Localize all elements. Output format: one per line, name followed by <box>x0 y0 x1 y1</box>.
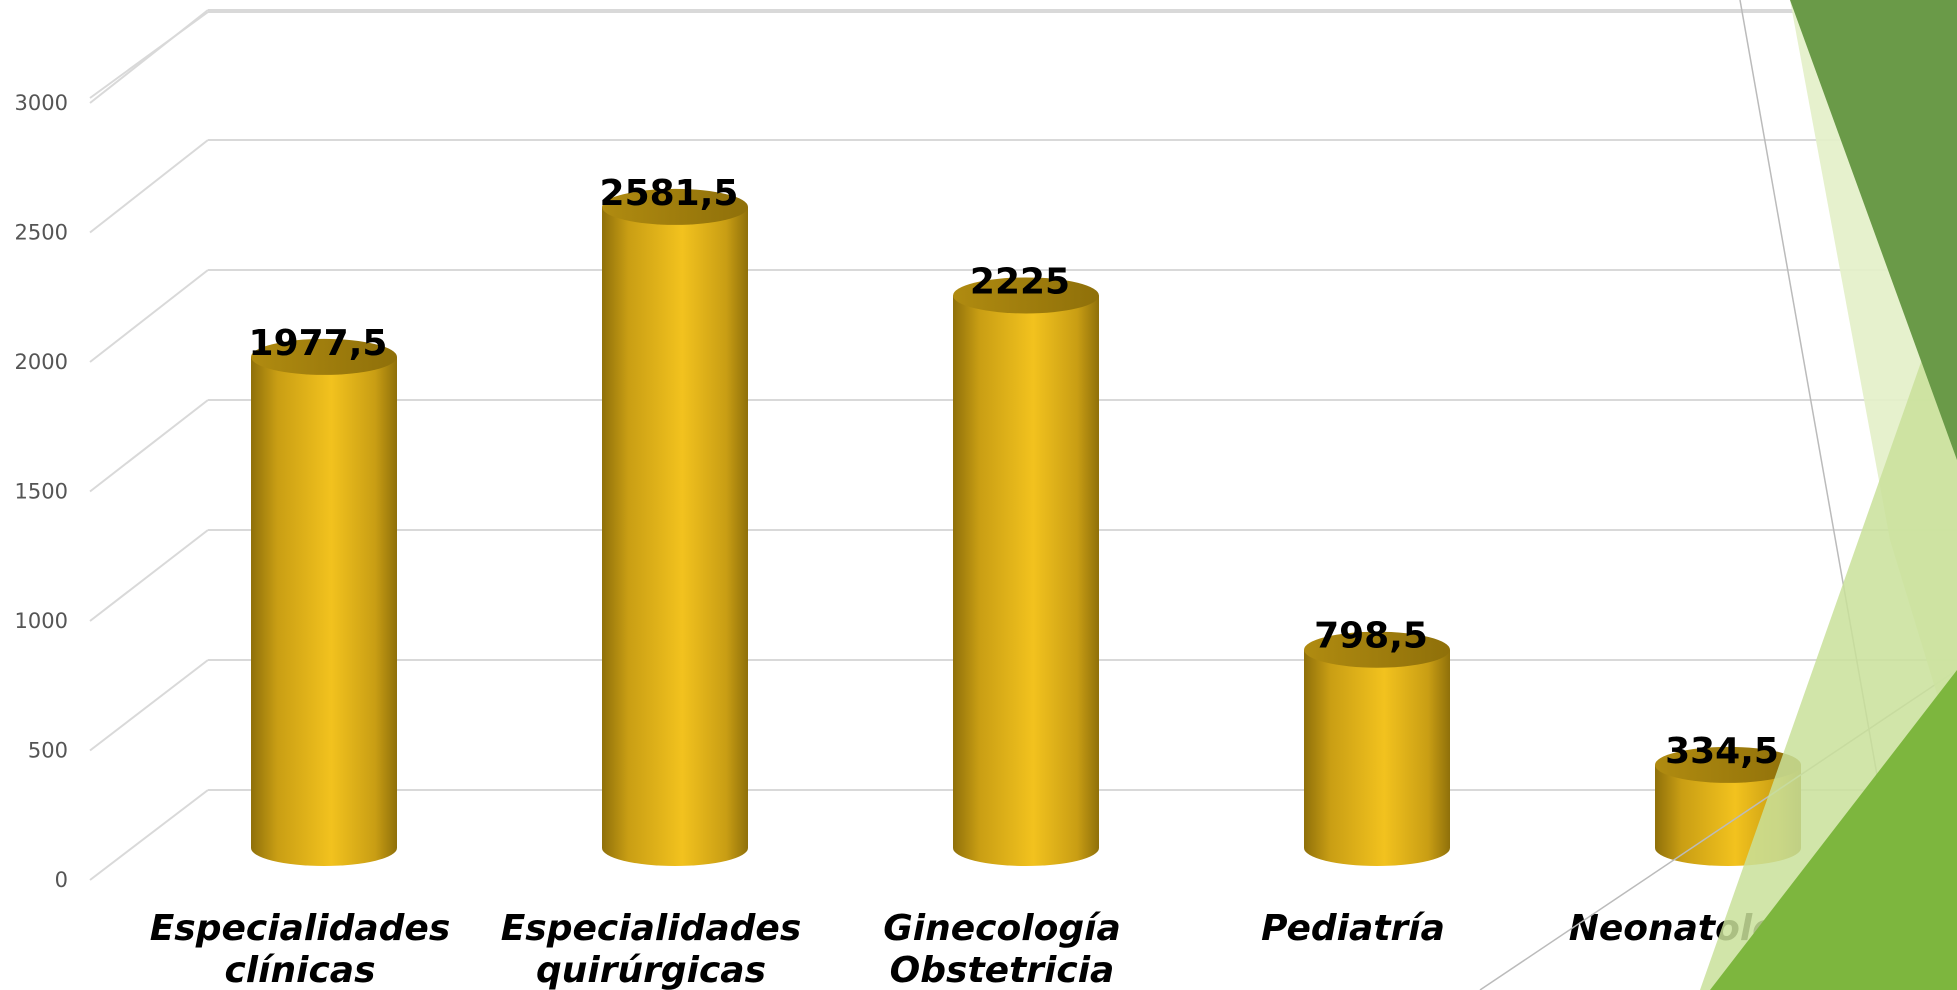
decoration <box>1479 0 1957 990</box>
y-tick-label: 0 <box>55 868 68 892</box>
data-label: 2581,5 <box>600 173 739 214</box>
decor-triangle-green <box>1710 670 1957 990</box>
data-labels: 1977,5 2581,5 2225 798,5 334,5 <box>249 173 1779 772</box>
gridline-diagonal <box>89 789 209 881</box>
gridline-diagonal <box>89 11 209 99</box>
category-label: clínicas <box>224 950 375 990</box>
bar <box>602 188 748 867</box>
data-label: 798,5 <box>1314 616 1428 657</box>
category-label: Ginecología <box>883 908 1120 949</box>
gridline-diagonal <box>89 269 209 363</box>
category-label: quirúrgicas <box>536 950 766 990</box>
bar-top <box>251 338 397 375</box>
y-axis: 0 500 1000 1500 2000 2500 3000 <box>15 91 68 892</box>
category-label: Pediatría <box>1261 908 1445 949</box>
y-tick-label: 3000 <box>15 91 68 115</box>
bar-body <box>953 295 1099 866</box>
bar-top <box>602 188 748 225</box>
bar-body <box>602 206 748 867</box>
bar-body <box>1304 649 1450 866</box>
y-tick-label: 1000 <box>15 609 68 633</box>
data-label: 1977,5 <box>249 323 388 364</box>
bar <box>953 277 1099 866</box>
x-axis: EspecialidadesclínicasEspecialidadesquir… <box>150 908 1840 990</box>
category-label: Especialidades <box>501 908 802 949</box>
gridline-diagonal <box>89 529 209 622</box>
bar-top <box>1655 746 1801 783</box>
gridline-diagonal <box>89 659 209 752</box>
category-label: Obstetricia <box>890 950 1115 990</box>
decor-triangle-dark <box>1790 0 1957 460</box>
bar <box>251 338 397 866</box>
bars <box>251 188 1801 867</box>
gridline-diagonal <box>89 399 209 493</box>
bar-body <box>251 356 397 866</box>
y-tick-label: 500 <box>28 739 68 763</box>
bar <box>1304 631 1450 866</box>
data-label: 2225 <box>970 261 1070 302</box>
category-label: Especialidades <box>150 908 451 949</box>
gridline-diagonal <box>89 139 209 234</box>
bar-top <box>953 277 1099 314</box>
bar-top <box>1304 631 1450 668</box>
data-label: 334,5 <box>1665 731 1779 772</box>
y-tick-label: 2000 <box>15 350 68 374</box>
y-tick-label: 2500 <box>15 221 68 245</box>
y-tick-label: 1500 <box>15 480 68 504</box>
